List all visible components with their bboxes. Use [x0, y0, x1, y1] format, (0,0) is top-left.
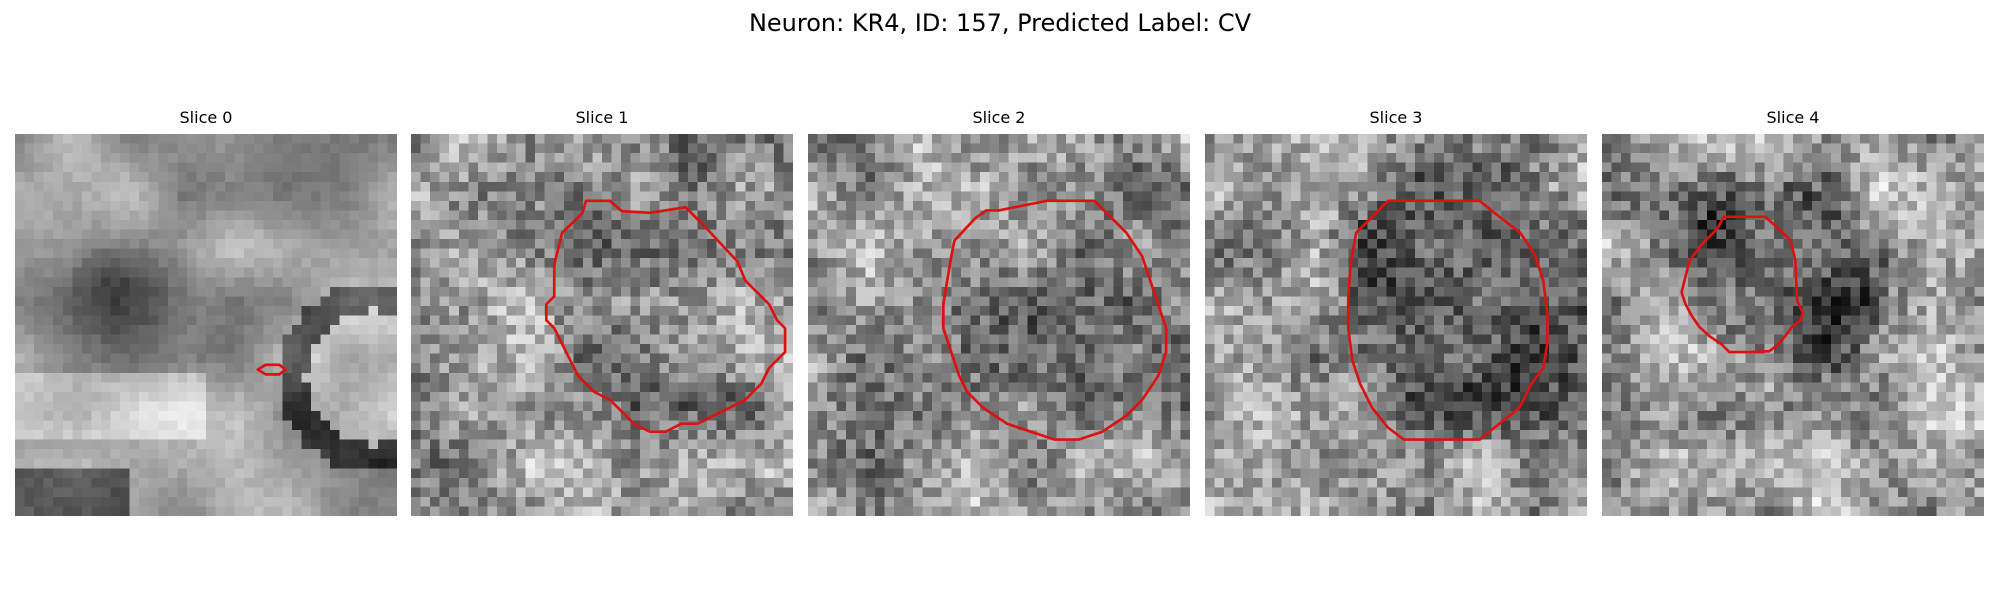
- slice-image-1: [411, 134, 793, 516]
- panel-slice-2: Slice 2: [808, 108, 1190, 516]
- slice-image-0: [15, 134, 397, 516]
- segmentation-contour: [544, 199, 787, 434]
- panel-slice-1: Slice 1: [411, 108, 793, 516]
- panel-title: Slice 1: [575, 108, 629, 127]
- panel-slice-4: Slice 4: [1602, 108, 1984, 516]
- slice-image-4: [1602, 134, 1984, 516]
- panel-slice-0: Slice 0: [15, 108, 397, 516]
- panel-title: Slice 3: [1369, 108, 1423, 127]
- figure-title: Neuron: KR4, ID: 157, Predicted Label: C…: [748, 9, 1252, 37]
- panel-title: Slice 2: [972, 108, 1026, 127]
- segmentation-contour: [1346, 199, 1549, 441]
- segmentation-contour: [941, 199, 1168, 441]
- slice-image-3: [1205, 134, 1587, 516]
- panel-title: Slice 0: [179, 108, 233, 127]
- panel-title: Slice 4: [1766, 108, 1820, 127]
- segmentation-contour: [1680, 215, 1804, 354]
- segmentation-contour: [256, 363, 287, 376]
- slice-image-2: [808, 134, 1190, 516]
- panel-slice-3: Slice 3: [1205, 108, 1587, 516]
